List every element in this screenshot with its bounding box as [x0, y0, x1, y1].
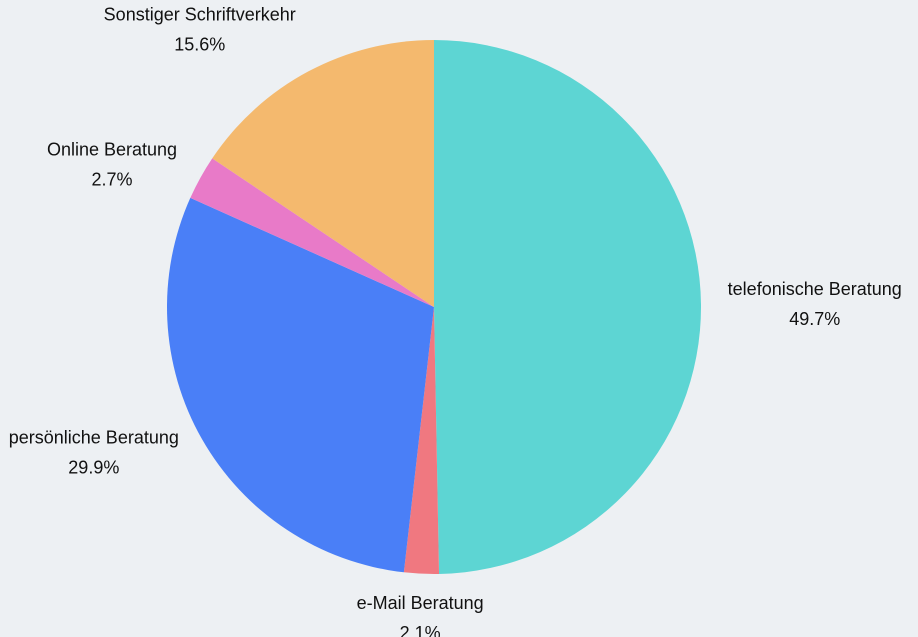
slice-label: Sonstiger Schriftverkehr — [104, 5, 296, 25]
pie-slice — [212, 40, 434, 307]
slice-percent: 2.7% — [92, 169, 133, 189]
slice-percent: 49.7% — [789, 309, 840, 329]
slice-label: e-Mail Beratung — [357, 593, 484, 613]
slice-label: Online Beratung — [47, 139, 177, 159]
pie-slice — [167, 197, 435, 573]
slice-percent: 15.6% — [174, 35, 225, 55]
slice-percent: 29.9% — [68, 457, 119, 477]
pie-slice — [434, 40, 702, 574]
pie-slice — [403, 307, 440, 574]
pie-slice — [190, 158, 434, 307]
slice-percent: 2.1% — [400, 623, 441, 637]
slice-label: telefonische Beratung — [728, 279, 902, 299]
slice-label: persönliche Beratung — [9, 427, 179, 447]
